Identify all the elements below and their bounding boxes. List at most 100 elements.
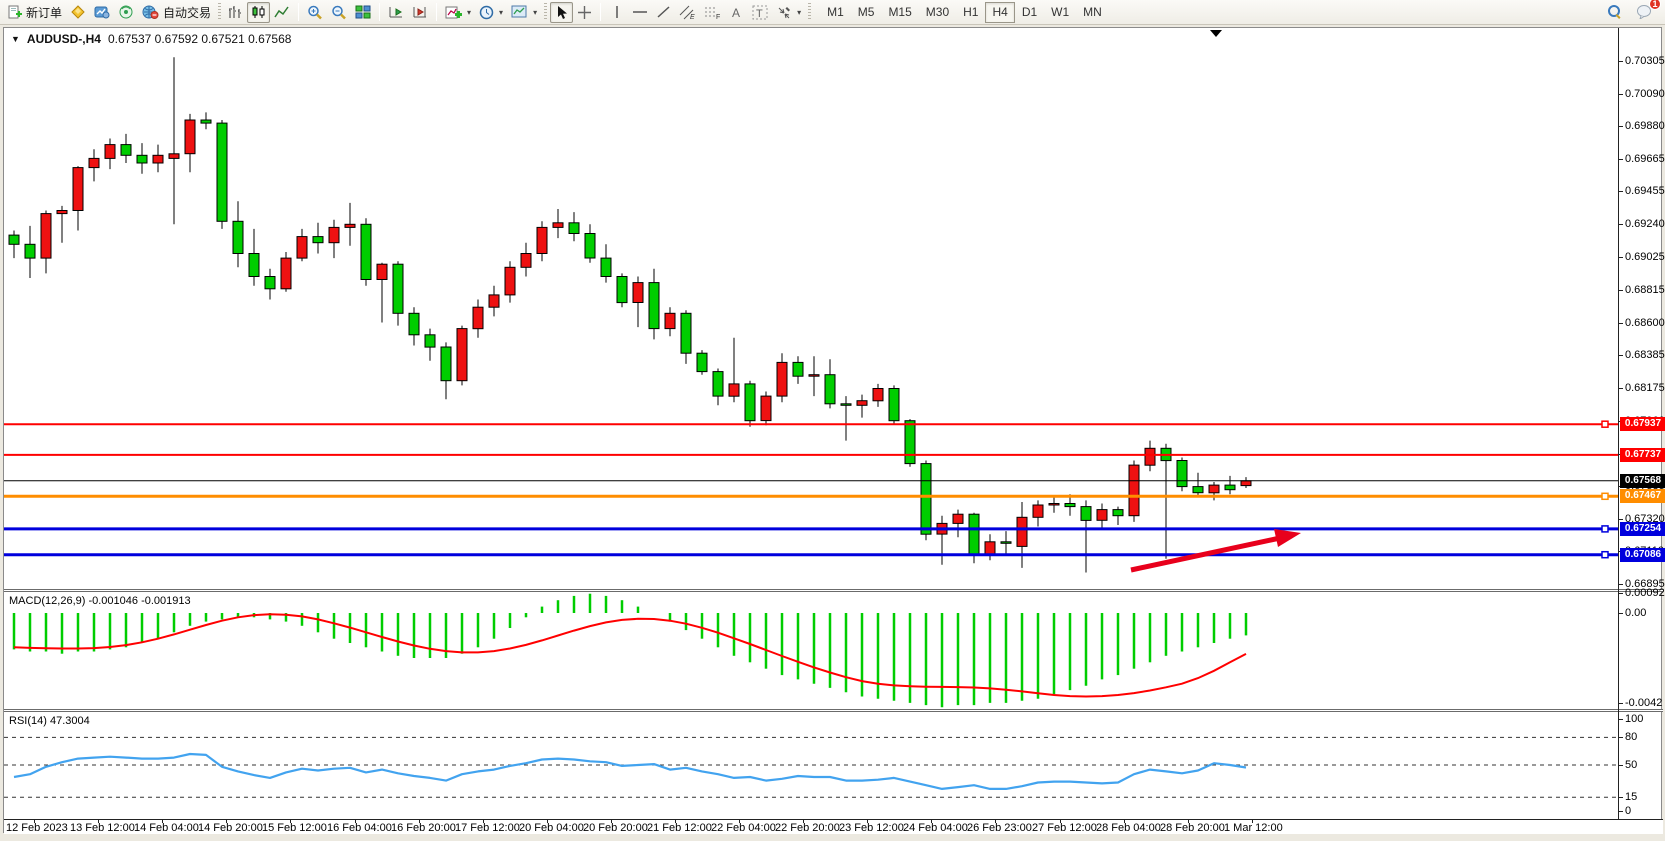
macd-indicator-pane[interactable]: [4, 592, 1618, 709]
bullish-candle: [520, 253, 532, 268]
equidistant-channel-tool-button[interactable]: E: [675, 2, 700, 23]
rsi-indicator-pane[interactable]: [4, 712, 1618, 819]
bearish-candle: [360, 223, 372, 281]
cursor-tool-button[interactable]: [550, 1, 574, 23]
pane-separator[interactable]: [4, 589, 1663, 592]
svg-text:A: A: [732, 6, 740, 19]
support-line-blue-1-price-label[interactable]: 0.67254: [1620, 522, 1665, 536]
time-axis-tick: [419, 819, 420, 823]
tab-timeframe-m15[interactable]: M15: [888, 5, 912, 19]
tab-timeframe-h4[interactable]: H4: [985, 1, 1015, 23]
profile-button[interactable]: [90, 2, 114, 23]
resistance-line-2-price-label[interactable]: 0.67737: [1620, 448, 1665, 462]
toolbar-grip: [808, 3, 812, 21]
zoom-out-button[interactable]: [327, 2, 351, 23]
bullish-candle: [1048, 503, 1060, 506]
price-tick: 0.69240: [1625, 218, 1665, 230]
price-tick: 0.66895: [1625, 578, 1665, 590]
add-indicator-button[interactable]: ▾: [441, 2, 475, 23]
zoom-in-button[interactable]: [303, 2, 327, 23]
chart-shift-marker[interactable]: [1210, 30, 1222, 37]
bearish-candle: [120, 144, 132, 156]
tab-timeframe-h1[interactable]: H1: [963, 5, 979, 19]
zoom-out-icon: [332, 5, 346, 19]
time-axis-label: 24 Feb 04:00: [903, 822, 968, 834]
vertical-line-tool-button[interactable]: [605, 2, 628, 23]
crosshair-tool-button[interactable]: [573, 2, 596, 23]
rsi-tick: 80: [1625, 731, 1638, 743]
time-axis-label: 28 Feb 04:00: [1096, 822, 1161, 834]
support-line-blue-2-price-label[interactable]: 0.67086: [1620, 548, 1665, 562]
chart-shift-button[interactable]: [408, 2, 432, 23]
bullish-candle: [488, 294, 500, 308]
toolbar-grip: [218, 3, 222, 21]
trendline-tool-button[interactable]: [652, 2, 675, 23]
tile-windows-button[interactable]: [351, 2, 375, 23]
arrows-tool-button[interactable]: ▾: [772, 2, 805, 23]
rsi-tick-mark: [1618, 811, 1623, 812]
bearish-candle: [264, 276, 276, 290]
line-chart-button[interactable]: [270, 2, 294, 23]
bearish-candle: [840, 403, 852, 406]
chart-window: ▼ AUDUSD-,H4 0.67537 0.67592 0.67521 0.6…: [3, 27, 1665, 834]
macd-tick-mark: [1618, 593, 1623, 594]
tab-timeframe-mn[interactable]: MN: [1083, 5, 1102, 19]
text-tool-button[interactable]: A: [725, 2, 748, 23]
current-price-line-price-label[interactable]: 0.67568: [1620, 474, 1665, 488]
tab-timeframe-d1[interactable]: D1: [1021, 5, 1038, 19]
time-axis-tick: [162, 819, 163, 823]
rsi-tick-mark: [1618, 797, 1623, 798]
time-axis-tick: [675, 819, 676, 823]
template-button[interactable]: ▾: [507, 2, 541, 23]
price-tick: 0.70090: [1625, 88, 1665, 100]
bullish-candle: [152, 154, 164, 164]
bearish-candle: [904, 420, 916, 465]
bullish-candle: [104, 144, 116, 159]
text-label-tool-button[interactable]: T: [748, 2, 772, 23]
time-axis-label: 22 Feb 20:00: [775, 822, 840, 834]
diamond-icon: [71, 5, 85, 19]
auto-trading-label: 自动交易: [163, 5, 212, 20]
tab-timeframe-w1[interactable]: W1: [1051, 5, 1070, 19]
timeframe-toolbar: M1 M5 M15 M30 H1 H4 D1 W1 MN: [820, 1, 1109, 23]
tab-timeframe-m1[interactable]: M1: [827, 5, 844, 19]
time-axis[interactable]: [4, 819, 1663, 834]
auto-scroll-button[interactable]: [384, 2, 408, 23]
chevron-down-icon: ▾: [499, 7, 504, 17]
chat-button[interactable]: 1: [1632, 0, 1661, 22]
candlestick-chart-button[interactable]: [247, 1, 271, 23]
resistance-line-1-price-label[interactable]: 0.67937: [1620, 417, 1665, 431]
bearish-candle: [1224, 484, 1236, 491]
time-axis-label: 16 Feb 04:00: [327, 822, 392, 834]
price-tick-mark: [1618, 388, 1623, 389]
rsi-indicator-label: RSI(14) 47.3004: [9, 715, 90, 727]
signals-button[interactable]: [114, 2, 138, 23]
price-tick: 0.68815: [1625, 284, 1665, 296]
fibonacci-tool-button[interactable]: F: [700, 2, 725, 23]
chevron-down-icon: ▾: [797, 7, 802, 17]
macd-tick: 0.00: [1625, 607, 1647, 619]
search-button[interactable]: [1603, 1, 1626, 22]
tab-timeframe-m5[interactable]: M5: [857, 5, 875, 19]
tab-timeframe-m30[interactable]: M30: [925, 5, 950, 19]
horizontal-line-tool-button[interactable]: [628, 2, 652, 23]
price-tick: 0.69665: [1625, 153, 1665, 165]
mql-market-button[interactable]: [66, 2, 90, 23]
bullish-candle: [808, 374, 820, 377]
price-chart-pane[interactable]: [4, 28, 1618, 589]
new-order-button[interactable]: 新订单: [4, 2, 66, 23]
macd-tick: 0.000925: [1625, 587, 1665, 599]
time-axis-label: 14 Feb 04:00: [134, 822, 199, 834]
time-axis-tick: [98, 819, 99, 823]
bar-chart-button[interactable]: [224, 2, 247, 23]
period-button[interactable]: ▾: [475, 2, 507, 23]
bearish-candle: [440, 346, 452, 382]
support-line-orange-price-label[interactable]: 0.67467: [1620, 489, 1665, 503]
collapse-ohlc-toggle[interactable]: ▼: [11, 34, 20, 44]
svg-text:E: E: [690, 14, 695, 20]
auto-trading-button[interactable]: 自动交易: [138, 2, 215, 23]
pane-separator[interactable]: [4, 709, 1663, 712]
bearish-candle: [648, 282, 660, 330]
bearish-candle: [200, 119, 212, 124]
price-tick: 0.69880: [1625, 120, 1665, 132]
